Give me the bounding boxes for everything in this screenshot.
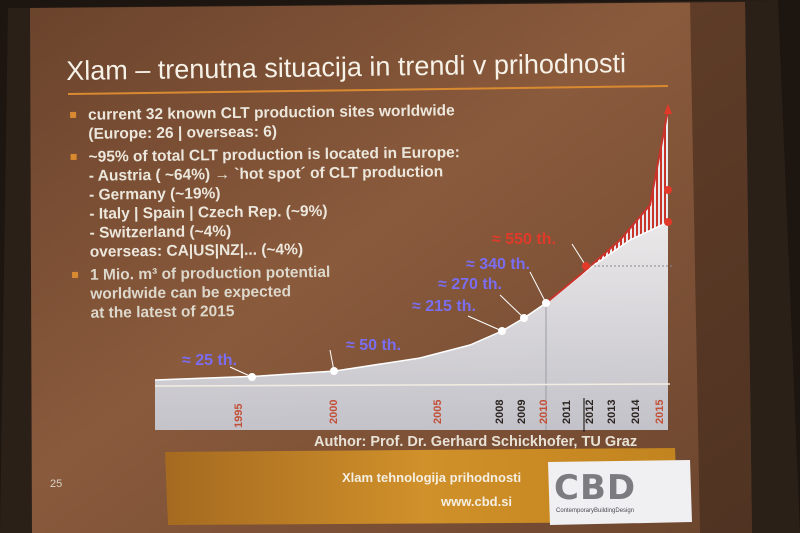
year-label-2015: 2015: [654, 399, 666, 424]
point-2015-lower: [664, 218, 672, 226]
growth-curve-area: [155, 222, 668, 430]
callout-340k: ≈ 340 th.: [466, 256, 530, 273]
arrow-head: [664, 104, 672, 114]
year-label-2013: 2013: [606, 399, 618, 424]
callout-550k: ≈ 550 th.: [492, 231, 556, 248]
x-axis: [154, 383, 671, 387]
point-2012: [582, 262, 590, 270]
bullet-line: (Europe: 26 | overseas: 6): [88, 123, 278, 143]
point-2008: [498, 327, 506, 335]
callout-270k: ≈ 270 th.: [438, 276, 502, 293]
title-underline: [67, 85, 669, 95]
footer-url: www.cbd.si: [441, 494, 513, 509]
year-label-2008: 2008: [494, 399, 506, 424]
slide-page-number: 25: [50, 478, 63, 490]
callout-25k: ≈ 25 th.: [182, 352, 238, 369]
logo-box: [548, 460, 692, 525]
year-label-2000: 2000: [328, 399, 340, 424]
callout-215k: ≈ 215 th.: [412, 298, 476, 315]
footer-event-name: Xlam tehnologija prihodnosti: [342, 470, 522, 485]
author-credit: Author: Prof. Dr. Gerhard Schickhofer, T…: [314, 434, 638, 450]
point-2010: [542, 299, 550, 307]
bullet-line: overseas: CA|US|NZ|... (~4%): [89, 241, 304, 261]
point-2000: [330, 367, 338, 375]
year-label-2009: 2009: [516, 399, 528, 424]
bullet-item: ~95% of total CLT production is located …: [69, 143, 510, 262]
year-label-2011: 2011: [561, 400, 573, 424]
year-label-2010: 2010: [538, 399, 550, 424]
cbd-logo-subtitle: ContemporaryBuildingDesign: [556, 508, 635, 514]
callout-50k: ≈ 50 th.: [346, 337, 402, 354]
cbd-logo: CBD: [554, 468, 637, 508]
bullet-item: current 32 known CLT production sites wo…: [68, 101, 508, 144]
point-2009: [520, 314, 528, 322]
year-label-2005: 2005: [432, 399, 444, 424]
year-label-2012: 2012: [584, 399, 596, 424]
year-label-2014: 2014: [630, 399, 642, 424]
point-2015-upper: [664, 186, 672, 194]
year-label-1995: 1995: [233, 403, 245, 428]
point-1996: [248, 373, 256, 381]
